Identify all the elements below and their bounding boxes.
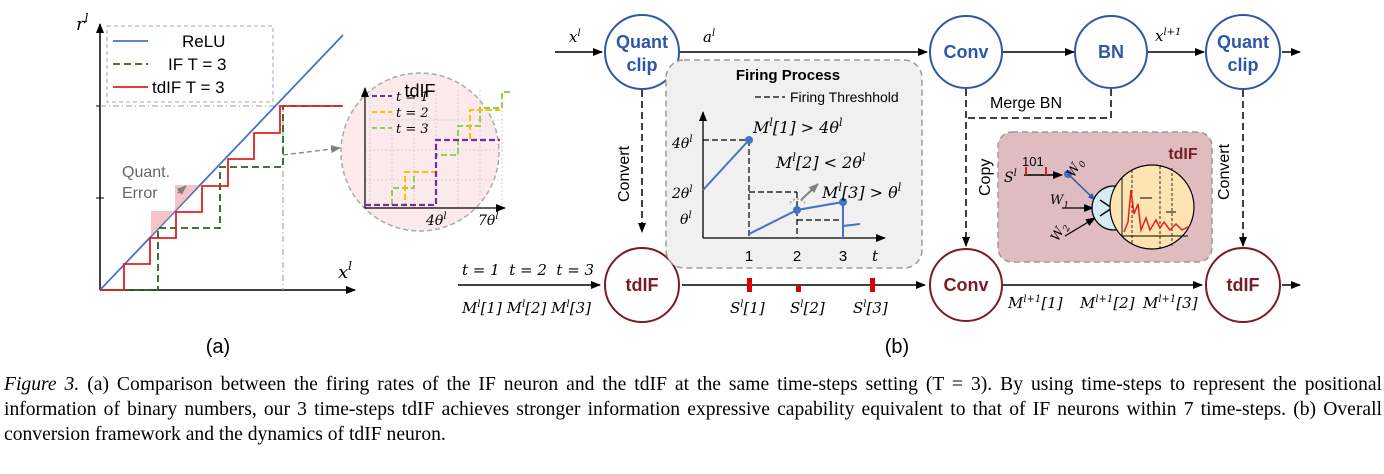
node-tdif-left: tdIF — [604, 247, 680, 323]
inset-legend-t1: t = 1 — [396, 90, 429, 105]
tdif-box-w0: W0 — [1064, 156, 1089, 182]
label-a-l: al — [703, 28, 715, 46]
svg-text:Quant: Quant — [616, 32, 668, 52]
firing-xtick-2: 2 — [793, 248, 801, 265]
tdif-box-input-s: Sl — [1004, 168, 1017, 186]
svg-text:clip: clip — [626, 55, 657, 75]
figure-caption: Figure 3. (a) Comparison between the fir… — [4, 372, 1382, 447]
firing-process-box: Firing Process Firing Threshhold t 4θl 2… — [665, 59, 923, 269]
node-quant-clip-1: Quant clip — [604, 14, 680, 90]
m-left-labels: Ml[1] Ml[2] Ml[3] — [461, 299, 591, 317]
tdif-staircase — [100, 105, 343, 291]
convert-right-label: Convert — [1216, 143, 1233, 200]
legend-tdif: tdIF T = 3 — [152, 78, 225, 97]
firing-ytick-theta: θl — [680, 210, 692, 228]
spike-label-2: Sl[2] — [790, 299, 825, 317]
firing-annotation-2: Ml[2] < 2θl — [775, 151, 866, 172]
inset-series-t1 — [365, 138, 500, 207]
membrane-potential-curve — [702, 139, 861, 238]
spike-marker-2 — [796, 286, 801, 292]
m-right-label-3: Ml+1[3] — [1142, 294, 1198, 312]
firing-title: Firing Process — [736, 67, 840, 84]
inset-xtick-7theta: 7θl — [478, 211, 499, 229]
node-tdif-right: tdIF — [1205, 247, 1281, 323]
inset-series-t3 — [365, 91, 512, 206]
firing-xtick-3: 3 — [839, 248, 847, 265]
panel-a-label: (a) — [206, 336, 230, 358]
m-right-label-2: Ml+1[2] — [1079, 294, 1135, 312]
firing-ytick-2theta: 2θl — [671, 184, 693, 202]
svg-text:clip: clip — [1227, 55, 1258, 75]
tdif-box-title: tdIF — [1168, 146, 1198, 163]
quant-error-label: Quant. Error — [122, 164, 170, 202]
timesteps-label: t = 1 t = 2 t = 3 — [462, 261, 594, 279]
firing-annotation-1: Ml[1] > 4θl — [752, 116, 843, 137]
label-x-l: xl — [569, 28, 581, 46]
merge-bn-label: Merge BN — [990, 95, 1062, 112]
y-axis-label: rl — [76, 11, 89, 35]
inset-legend-t2: t = 2 — [396, 106, 429, 121]
node-quant-clip-2: Quant clip — [1205, 14, 1281, 90]
copy-label: Copy — [977, 159, 994, 196]
node-conv-bottom: Conv — [929, 248, 1003, 322]
if-staircase — [100, 105, 343, 291]
merge-bn-connector — [966, 89, 1112, 119]
label-x-l1: xl+1 — [1155, 27, 1181, 45]
panel-b: xl al xl+1 Quant clip Conv BN Quant clip… — [458, 14, 1301, 358]
svg-text:tdIF: tdIF — [626, 275, 659, 295]
x-axis-label: xl — [338, 259, 352, 283]
svg-text:Conv: Conv — [944, 275, 989, 295]
m-right-label-1: Ml+1[1] — [1007, 294, 1063, 312]
node-bn: BN — [1074, 15, 1148, 89]
firing-threshold-legend: Firing Threshhold — [790, 89, 899, 105]
spike-marker-1 — [747, 278, 752, 292]
caption-text: (a) Comparison between the firing rates … — [4, 374, 1383, 445]
tdif-box-w2: W2 — [1048, 220, 1073, 246]
tdif-box-bits: 101 — [1022, 154, 1044, 169]
convert-left-label: Convert — [616, 145, 633, 202]
legend-relu: ReLU — [182, 32, 225, 51]
firing-x-axis-label: t — [872, 247, 879, 265]
panel-a: rl xl Quant. Error ReLU IF T = 3 tdIF T =… — [76, 11, 512, 358]
figure-canvas: rl xl Quant. Error ReLU IF T = 3 tdIF T =… — [76, 11, 1301, 358]
svg-text:Conv: Conv — [944, 42, 989, 62]
legend-if: IF T = 3 — [168, 55, 226, 74]
svg-text:tdIF: tdIF — [1227, 275, 1260, 295]
inset-xtick-4theta: 4θl — [425, 211, 447, 229]
firing-ytick-4theta: 4θl — [671, 134, 693, 152]
spike-label-1: Sl[1] — [730, 299, 765, 317]
tdif-box-waveform — [1123, 189, 1191, 233]
firing-xtick-1: 1 — [745, 248, 753, 265]
node-conv-top: Conv — [929, 15, 1003, 89]
zoom-arrow — [282, 145, 341, 156]
relu-line — [99, 34, 344, 291]
tdif-neuron-box: tdIF Sl 101 W0 W1 W2 — [997, 131, 1213, 263]
panel-b-label: (b) — [885, 336, 909, 358]
svg-text:Quant: Quant — [1217, 32, 1269, 52]
caption-label: Figure 3. — [4, 374, 80, 395]
inset-title: tdIF — [404, 81, 435, 101]
legend-box — [106, 25, 274, 103]
firing-annotation-3: Ml[3] > θl — [821, 181, 902, 202]
inset-legend-t3: t = 3 — [396, 122, 429, 137]
spike-label-3: Sl[3] — [853, 299, 888, 317]
spike-marker-3 — [870, 278, 875, 292]
tdif-box-w1: W1 — [1050, 193, 1069, 211]
svg-text:BN: BN — [1098, 42, 1124, 62]
tdif-inset: tdIF t — [340, 72, 512, 232]
